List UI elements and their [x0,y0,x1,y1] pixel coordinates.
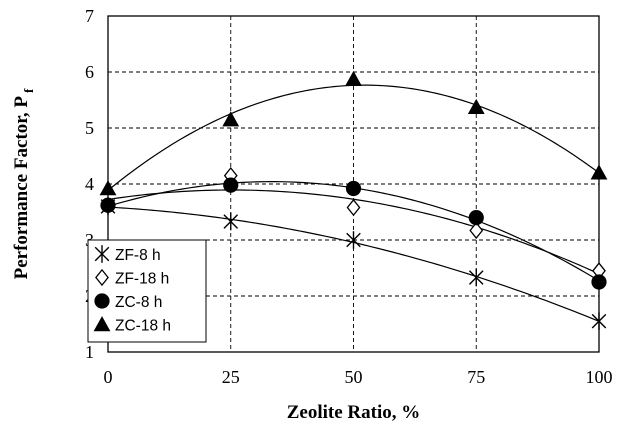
legend-marker [94,245,110,263]
data-point [222,111,240,127]
x-tick-labels: 0 25 50 75 100 [104,367,613,387]
data-point [591,274,607,290]
x-tick-label: 0 [104,367,113,387]
legend-box [87,239,207,343]
y-tick-label: 7 [85,6,94,26]
y-axis-title-subscript: f [21,88,36,93]
data-markers [99,70,608,330]
data-point [345,180,362,197]
data-point [590,164,608,180]
x-tick-label: 25 [222,367,240,387]
y-axis-title: Performance Factor, P f [11,88,36,279]
data-point [591,312,607,330]
data-point [223,177,239,193]
legend-label: ZF-8 h [115,247,161,264]
data-point [100,197,116,213]
legend-marker [93,316,111,332]
legend: ZF-8 h ZF-18 h ZC-8 h ZC-18 h [87,239,207,343]
data-point [99,180,117,196]
y-tick-label: 6 [85,62,94,82]
data-point [469,221,484,240]
y-tick-label: 5 [85,118,94,138]
x-tick-label: 75 [467,367,485,387]
legend-label: ZC-18 h [115,318,171,335]
data-point [345,70,362,86]
data-point [346,198,361,217]
legend-label: ZF-18 h [115,271,169,288]
legend-marker [94,293,110,309]
data-point [346,231,361,249]
data-point [467,98,485,114]
legend-label: ZC-8 h [115,294,162,311]
x-tick-label: 100 [586,367,613,387]
data-point [468,268,484,287]
legend-marker [95,268,109,287]
y-tick-label: 1 [85,342,94,362]
x-axis-title: Zeolite Ratio, % [287,402,421,423]
data-point [223,212,239,231]
y-axis-title-main: Performance Factor, P [11,96,32,280]
x-tick-label: 50 [345,367,363,387]
y-tick-label: 4 [85,174,94,194]
data-point [468,210,484,226]
